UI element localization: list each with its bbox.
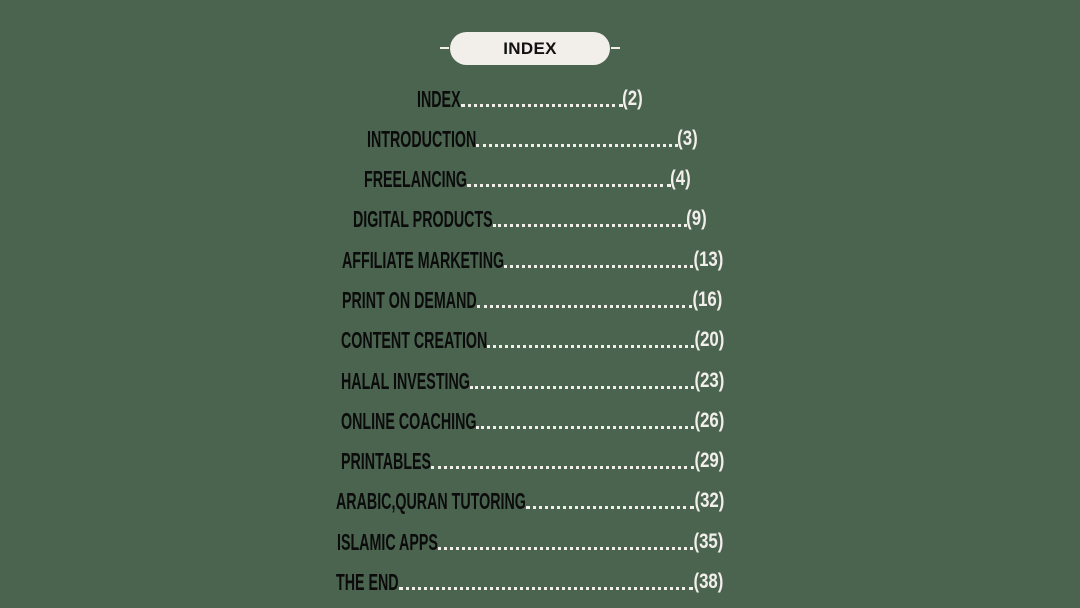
leader-dots [431, 466, 695, 469]
toc-entry-title: INTRODUCTION [367, 126, 477, 152]
toc-entry[interactable]: PRINTABLES (29) [341, 447, 724, 473]
toc-entry-page: (3) [677, 127, 698, 150]
toc-entry-page: (20) [694, 328, 724, 351]
toc-entry[interactable]: THE END (38) [336, 568, 723, 594]
toc-entry-title: ISLAMIC APPS [337, 529, 438, 555]
toc-entry-title: ONLINE COACHING [341, 408, 477, 434]
toc-entry-page: (32) [694, 489, 724, 512]
toc-entry-title: HALAL INVESTING [341, 368, 470, 394]
toc-entry-page: (26) [694, 409, 724, 432]
toc-entry-title: ARABIC,QURAN TUTORING [336, 488, 526, 514]
toc-entry-title: AFFILIATE MARKETING [342, 247, 505, 273]
index-header: INDEX [440, 32, 620, 65]
toc-entry-title: THE END [336, 569, 399, 595]
leader-dots [492, 224, 687, 227]
toc-entry[interactable]: FREELANCING (4) [364, 165, 691, 191]
toc-entry-page: (2) [622, 87, 643, 110]
toc-entry-title: CONTENT CREATION [341, 327, 488, 353]
toc-entry-title: DIGITAL PRODUCTS [353, 206, 493, 232]
toc-entry-page: (23) [694, 369, 724, 392]
toc-entry[interactable]: HALAL INVESTING (23) [341, 367, 724, 393]
toc-entry-title: PRINTABLES [341, 448, 432, 474]
leader-dots [398, 587, 694, 590]
toc-entry[interactable]: ISLAMIC APPS (35) [337, 528, 723, 554]
toc-entry-title: FREELANCING [364, 166, 467, 192]
toc-entry-page: (38) [693, 570, 723, 593]
toc-entry-page: (35) [693, 530, 723, 553]
index-header-pill: INDEX [450, 32, 610, 65]
leader-dots [460, 104, 623, 107]
header-left-dash [440, 47, 449, 49]
leader-dots [476, 305, 693, 308]
toc-entry[interactable]: INTRODUCTION (3) [367, 125, 698, 151]
toc-entry-page: (13) [693, 248, 723, 271]
toc-entry[interactable]: PRINT ON DEMAND (16) [342, 286, 722, 312]
toc-entry[interactable]: AFFILIATE MARKETING (13) [342, 246, 723, 272]
leader-dots [525, 506, 695, 509]
toc-entry[interactable]: DIGITAL PRODUCTS (9) [353, 205, 707, 231]
leader-dots [476, 426, 695, 429]
leader-dots [487, 345, 695, 348]
toc-entry-page: (9) [686, 207, 707, 230]
toc-entry-title: INDEX [417, 86, 461, 112]
toc-entry[interactable]: ONLINE COACHING (26) [341, 407, 724, 433]
toc-entry-page: (16) [692, 288, 722, 311]
toc-entry[interactable]: INDEX (2) [417, 85, 643, 111]
leader-dots [503, 265, 694, 268]
header-right-dash [611, 47, 620, 49]
leader-dots [469, 386, 695, 389]
toc-entry-page: (29) [694, 449, 724, 472]
leader-dots [476, 144, 678, 147]
toc-entry-page: (4) [670, 167, 691, 190]
toc-entry[interactable]: CONTENT CREATION (20) [341, 326, 724, 352]
toc-entry[interactable]: ARABIC,QURAN TUTORING (32) [336, 487, 724, 513]
leader-dots [467, 184, 671, 187]
leader-dots [437, 547, 694, 550]
toc-entry-title: PRINT ON DEMAND [342, 287, 477, 313]
